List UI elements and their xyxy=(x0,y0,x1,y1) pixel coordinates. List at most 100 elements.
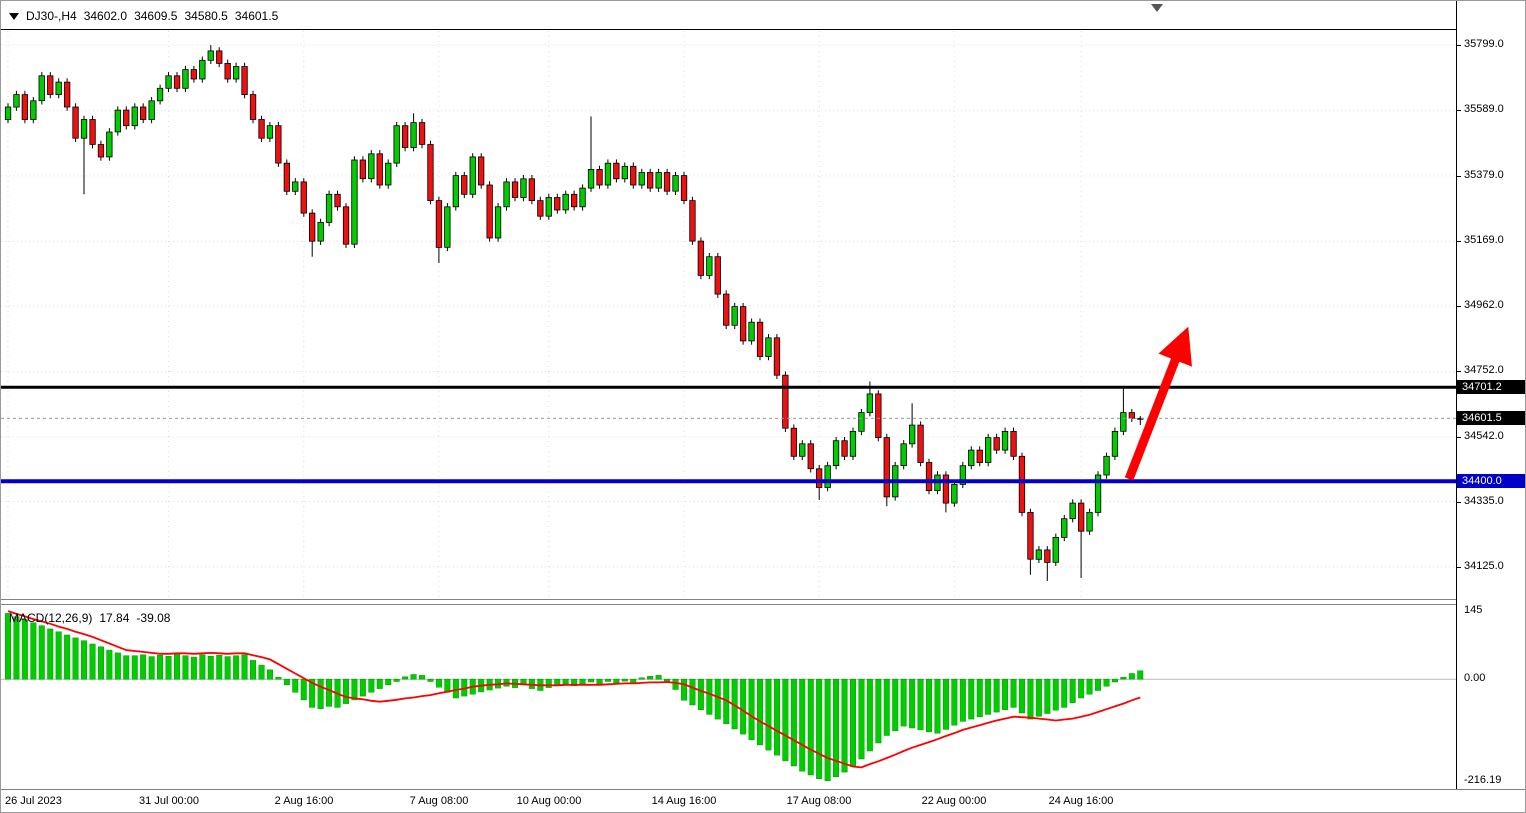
macd-histogram-bar xyxy=(402,676,409,680)
symbol-period-label: DJ30-,H4 xyxy=(26,9,77,23)
candle-body xyxy=(562,193,569,211)
price-chart-canvas[interactable] xyxy=(1,1,1456,599)
time-tick-label: 24 Aug 16:00 xyxy=(1048,795,1114,807)
candle-body xyxy=(13,94,20,108)
macd-histogram-bar xyxy=(926,678,933,733)
macd-histogram-bar xyxy=(309,678,316,708)
candle-body xyxy=(385,162,392,186)
candle-body xyxy=(139,106,147,120)
candle-body xyxy=(4,106,12,120)
macd-histogram-bar xyxy=(233,655,240,680)
candle-body xyxy=(917,424,924,463)
candle-body xyxy=(241,66,248,96)
price-tick-label: 35799.0 xyxy=(1464,38,1504,50)
macd-histogram-bar xyxy=(47,628,54,680)
price-tick-label: 34962.0 xyxy=(1464,299,1504,311)
panel-splitter-line-top[interactable] xyxy=(1,599,1525,600)
candle-body xyxy=(131,106,138,127)
price-scale[interactable]: 35799.0 35589.0 35379.0 35169.0 34962.0 34752… xyxy=(1456,1,1525,789)
candle-body xyxy=(1018,455,1026,513)
candle-body xyxy=(883,437,890,498)
candle-body xyxy=(528,178,535,202)
macd-histogram-bar xyxy=(824,678,831,781)
macd-histogram-bar xyxy=(968,678,975,720)
candle-body xyxy=(740,306,747,342)
candle-body xyxy=(80,119,88,139)
candle-body xyxy=(114,109,121,133)
candle-body xyxy=(72,106,79,139)
macd-histogram-bar xyxy=(1010,678,1017,708)
candle-body xyxy=(123,109,130,127)
macd-histogram-bar xyxy=(13,616,20,680)
price-tick-mark xyxy=(1457,241,1461,242)
price-tick-label: 35589.0 xyxy=(1464,103,1504,115)
macd-histogram-bar xyxy=(849,678,856,767)
macd-histogram-bar xyxy=(343,678,350,704)
macd-histogram-bar xyxy=(157,654,164,680)
candle-body xyxy=(756,321,764,357)
candle-body xyxy=(511,181,519,198)
macd-tick-label: -216.19 xyxy=(1464,774,1502,786)
candle-body xyxy=(765,337,772,357)
candle-body xyxy=(55,81,62,95)
macd-histogram-bar xyxy=(123,655,130,680)
candle-body xyxy=(156,87,164,102)
macd-canvas[interactable] xyxy=(1,605,1456,789)
candle-body xyxy=(207,50,214,61)
macd-histogram-bar xyxy=(866,678,873,752)
macd-histogram-bar xyxy=(621,678,628,682)
candle-body xyxy=(773,337,781,376)
candle-body xyxy=(359,159,367,180)
candle-body xyxy=(469,156,476,195)
macd-histogram-bar xyxy=(393,678,400,682)
macd-histogram-bar xyxy=(689,678,696,706)
candle-body xyxy=(317,221,324,242)
candle-body xyxy=(148,100,155,120)
symbol-ohlc-readout: DJ30-,H4 34602.0 34609.5 34580.5 34601.5 xyxy=(9,9,278,23)
candle-body xyxy=(165,75,172,89)
macd-histogram-bar xyxy=(199,654,206,680)
time-tick-label: 14 Aug 16:00 xyxy=(651,795,717,807)
candle-body xyxy=(351,159,358,245)
macd-histogram-bar xyxy=(55,631,62,680)
macd-histogram-bar xyxy=(292,678,299,693)
grid xyxy=(1,31,1456,599)
trend-arrow[interactable] xyxy=(1124,326,1192,481)
candle-body xyxy=(630,165,637,186)
candle-body xyxy=(655,172,662,189)
candle-body xyxy=(216,50,223,64)
macd-histogram-bar xyxy=(72,637,79,680)
macd-histogram-bar xyxy=(368,678,375,693)
candle-body xyxy=(985,437,992,463)
macd-histogram-bar xyxy=(1137,670,1144,680)
macd-histogram-bar xyxy=(1002,678,1009,710)
macd-histogram-bar xyxy=(1061,678,1068,708)
macd-signal-line xyxy=(7,610,1141,769)
macd-histogram-bar xyxy=(748,678,755,741)
macd-histogram-bar xyxy=(351,678,358,701)
price-tick-mark xyxy=(1457,371,1461,372)
macd-histogram-bar xyxy=(934,678,941,734)
candle-body xyxy=(545,197,552,217)
candle-body xyxy=(452,175,460,208)
macd-histogram-bar xyxy=(148,656,155,680)
panel-splitter-line-bottom[interactable] xyxy=(1,604,1525,605)
macd-histogram-bar xyxy=(266,669,273,680)
time-scale[interactable]: 26 Jul 2023 31 Jul 00:00 2 Aug 16:00 7 Aug … xyxy=(1,789,1525,812)
candle-body xyxy=(1128,412,1135,419)
price-tick-label: 34752.0 xyxy=(1464,364,1504,376)
candle-body xyxy=(680,175,688,201)
macd-histogram-bar xyxy=(250,660,257,680)
macd-histogram-bar xyxy=(672,678,679,690)
macd-histogram-bar xyxy=(841,678,848,773)
chart-shift-marker-icon[interactable] xyxy=(1151,4,1163,12)
candle-body xyxy=(503,181,510,208)
macd-histogram-bar xyxy=(545,678,552,688)
symbol-dropdown-icon[interactable] xyxy=(9,12,19,20)
candle-body xyxy=(697,240,704,276)
candle-body xyxy=(266,125,274,139)
candle-body xyxy=(368,153,375,180)
candle-body xyxy=(275,125,282,164)
macd-histogram-bar xyxy=(959,678,966,722)
